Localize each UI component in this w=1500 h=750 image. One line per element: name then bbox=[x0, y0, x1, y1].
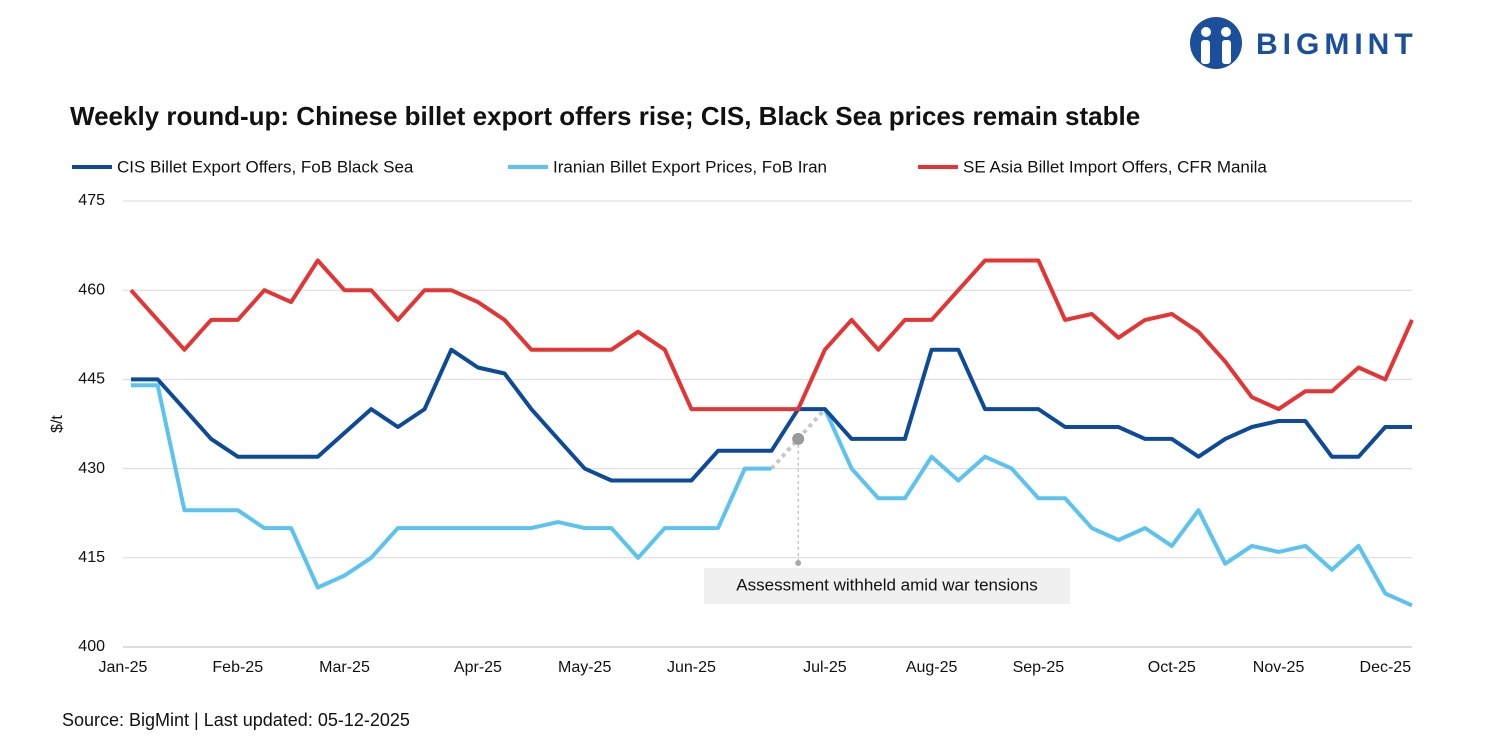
chart-title: Weekly round-up: Chinese billet export o… bbox=[70, 101, 1140, 131]
legend-label: CIS Billet Export Offers, FoB Black Sea bbox=[117, 157, 414, 176]
series-line bbox=[129, 258, 1414, 412]
x-tick-label: Aug-25 bbox=[906, 659, 958, 676]
legend: CIS Billet Export Offers, FoB Black Sea I… bbox=[72, 157, 1267, 176]
annotation-box bbox=[704, 568, 1070, 604]
y-tick-label: 430 bbox=[78, 460, 105, 477]
y-axis-label: $/t bbox=[49, 415, 66, 433]
y-tick-label: 445 bbox=[78, 371, 105, 388]
y-tick-label: 475 bbox=[78, 192, 105, 209]
logo: BIGMINT bbox=[1190, 17, 1418, 69]
y-tick-label: 415 bbox=[78, 549, 105, 566]
annotation: Assessment withheld amid war tensions bbox=[736, 575, 1037, 594]
source: Source: BigMint | Last updated: 05-12-20… bbox=[62, 710, 410, 730]
y-tick-label: 400 bbox=[78, 638, 105, 655]
x-tick-label: Jul-25 bbox=[803, 659, 847, 676]
legend-label: SE Asia Billet Import Offers, CFR Manila bbox=[963, 157, 1267, 176]
legend-label: Iranian Billet Export Prices, FoB Iran bbox=[553, 157, 827, 176]
x-tick-label: Sep-25 bbox=[1013, 659, 1065, 676]
annotation-dot bbox=[795, 560, 802, 566]
x-tick-label: Jun-25 bbox=[667, 659, 716, 676]
annotation-dot bbox=[792, 432, 805, 445]
x-tick-label: Feb-25 bbox=[212, 659, 263, 676]
x-tick-label: May-25 bbox=[558, 659, 611, 676]
series-line bbox=[131, 347, 1412, 483]
series-line bbox=[131, 383, 1413, 608]
x-tick-label: Nov-25 bbox=[1253, 659, 1305, 676]
y-tick-label: 460 bbox=[78, 281, 105, 298]
annotation-bridge bbox=[770, 407, 827, 470]
logo-icon bbox=[1190, 17, 1242, 69]
brand: BIGMINT bbox=[1256, 28, 1418, 61]
x-tick-label: Dec-25 bbox=[1360, 659, 1412, 676]
x-tick-label: Apr-25 bbox=[454, 659, 502, 676]
x-tick-label: Mar-25 bbox=[319, 659, 370, 676]
x-tick-label: Oct-25 bbox=[1148, 659, 1196, 676]
x-tick-label: Jan-25 bbox=[99, 659, 148, 676]
